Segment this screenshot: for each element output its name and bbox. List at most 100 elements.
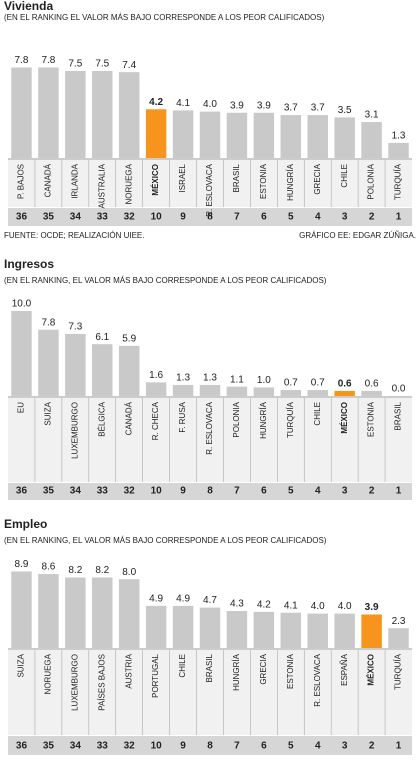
value-label: 5.9 [122,333,136,344]
category-label: NORUEGA [44,653,53,694]
rank-label: 10 [151,212,163,223]
bar [11,67,32,158]
rank-label: 5 [288,212,294,223]
category-label: P. BAJOS [17,164,26,199]
category-label: CHILE [340,164,349,188]
rank-label: 9 [180,486,186,497]
bar [361,614,382,648]
rank-label: 1 [396,212,402,223]
bar [334,613,355,648]
value-label: 3.7 [311,103,325,114]
bar [118,579,140,648]
bar [65,71,86,158]
bar [253,387,275,396]
value-label: 7.5 [68,59,82,70]
bar [145,382,167,396]
chart-subtitle: (EN EL RANKING, EL VALOR MÁS BAJO CORRES… [4,276,327,285]
rank-label: 32 [124,741,136,752]
category-label: LUXEMBURGO [70,654,79,711]
category-label: MÉXICO [367,654,376,686]
rank-panel [8,736,412,755]
rank-label: 32 [124,212,136,223]
value-label: 3.7 [284,103,298,114]
chart-title: Empleo [4,517,47,531]
credit-note: GRÁFICO EE: EDGAR ZÚÑIGA. [299,231,416,240]
category-label: IRLANDA [70,163,79,198]
value-label: 7.5 [95,59,109,70]
value-label: 4.2 [257,600,271,611]
category-label: LUXEMBURGO [70,402,79,459]
value-label: 0.6 [338,379,352,390]
value-label: 4.1 [284,600,298,611]
rank-label: 6 [261,486,267,497]
category-label: BRASIL [394,401,403,430]
category-label: MÉXICO [151,164,160,196]
category-label: HUNGRÍA [286,163,295,201]
value-label: 8.2 [68,565,82,576]
rank-label: 35 [43,486,55,497]
bar [361,390,382,396]
value-label: 7.8 [41,317,55,328]
bar [307,390,328,396]
category-label: TURQUÍA [394,163,403,200]
bar [334,390,355,396]
category-label: NORUEGA [124,163,133,204]
bar [11,311,32,396]
category-label: ISRAEL [178,163,187,192]
rank-label: 36 [16,486,28,497]
bar [199,607,221,648]
value-label: 1.1 [230,374,244,385]
value-label: 4.0 [203,99,217,110]
category-label: HUNGRÍA [259,401,268,439]
value-label: 3.1 [365,110,379,121]
category-label: R. ESLOVACA [205,163,214,216]
value-label: 1.6 [149,370,163,381]
bar [361,122,382,158]
value-label: 1.3 [392,131,406,142]
rank-label: 33 [97,212,109,223]
bar [388,142,409,158]
bar [92,71,113,158]
value-label: 3.5 [338,105,352,116]
category-label: GRECIA [259,653,268,684]
value-label: 3.9 [257,100,271,111]
bar [118,72,140,158]
bar [65,333,86,396]
value-label: 4.3 [230,599,244,610]
rank-label: 3 [342,486,348,497]
value-label: 7.8 [15,55,29,66]
category-label: CHILE [178,654,187,678]
value-label: 6.1 [95,332,109,343]
category-label: R. ESLOVACA [205,401,214,454]
label-panel [8,398,412,482]
category-label: CANADÁ [124,401,133,435]
value-label: 4.2 [149,97,163,108]
category-label: BRASIL [205,653,214,682]
value-label: 1.0 [257,375,271,386]
value-label: 4.0 [311,601,325,612]
bar [226,611,248,648]
value-label: 7.4 [122,60,136,71]
value-label: 8.6 [41,562,55,573]
value-label: 2.3 [392,616,406,627]
rank-label: 2 [369,486,375,497]
source-note: FUENTE: OCDE; REALIZACIÓN UIEE. [4,231,144,240]
value-label: 1.3 [176,373,190,384]
bar [199,384,221,396]
category-label: SUIZA [17,653,26,677]
category-label: BRASIL [232,163,241,192]
rank-label: 7 [234,212,240,223]
value-label: 0.6 [365,379,379,390]
value-label: 0.7 [311,378,325,389]
value-label: 4.9 [149,594,163,605]
value-label: 4.0 [338,601,352,612]
rank-label: 4 [315,212,321,223]
value-label: 0.0 [392,384,406,395]
bar [334,117,355,158]
value-label: 8.0 [122,567,136,578]
bar [280,612,302,648]
bar [38,67,59,158]
rank-label: 36 [16,212,28,223]
rank-label: 2 [369,212,375,223]
